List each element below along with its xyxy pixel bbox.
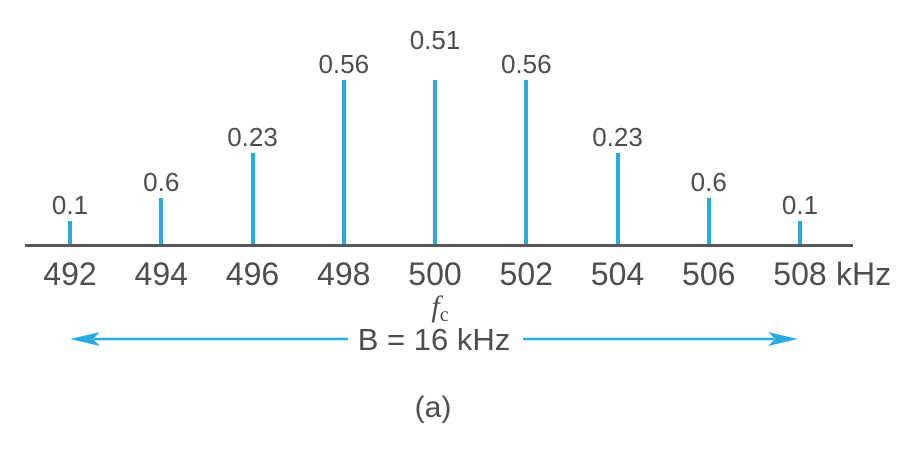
frequency-axis (25, 244, 853, 247)
frequency-tick-label: 508 (773, 256, 827, 292)
frequency-tick-label: 496 (225, 256, 280, 292)
amplitude-label: 0.1 (781, 190, 819, 220)
carrier-frequency-label: fc (415, 290, 465, 326)
frequency-tick-label: 498 (317, 256, 371, 292)
frequency-tick-label: 500 (408, 256, 462, 292)
amplitude-label: 0.6 (143, 167, 180, 197)
carrier-subscript: c (439, 304, 449, 326)
spectral-line (798, 221, 802, 246)
carrier-symbol: f (431, 290, 440, 323)
amplitude-label: 0.1 (51, 190, 89, 220)
bandwidth-arrow-right-icon (523, 332, 798, 346)
spectral-line (159, 198, 164, 246)
spectral-line (706, 198, 711, 246)
amplitude-label: 0.23 (592, 122, 643, 152)
frequency-tick-label: 502 (499, 256, 553, 292)
amplitude-label: 0.56 (500, 49, 552, 79)
axis-unit-label: kHz (836, 256, 892, 292)
amplitude-label: 0.56 (318, 49, 370, 79)
spectral-line (433, 80, 437, 246)
spectral-line (524, 80, 529, 246)
spectral-line (615, 153, 620, 246)
spectral-line (341, 80, 346, 246)
bandwidth-arrow-left-icon (70, 332, 348, 346)
figure-caption: (a) (414, 391, 452, 424)
frequency-tick-label: 492 (43, 256, 97, 292)
frequency-tick-label: 506 (682, 256, 736, 292)
bandwidth-label: B = 16 kHz (357, 322, 511, 357)
amplitude-label: 0.6 (690, 167, 727, 197)
amplitude-label: 0.23 (227, 122, 278, 152)
spectral-line (68, 221, 72, 246)
amplitude-label: 0.51 (409, 25, 461, 55)
frequency-tick-label: 504 (590, 256, 645, 292)
spectral-line (250, 153, 255, 246)
frequency-tick-label: 494 (134, 256, 188, 292)
